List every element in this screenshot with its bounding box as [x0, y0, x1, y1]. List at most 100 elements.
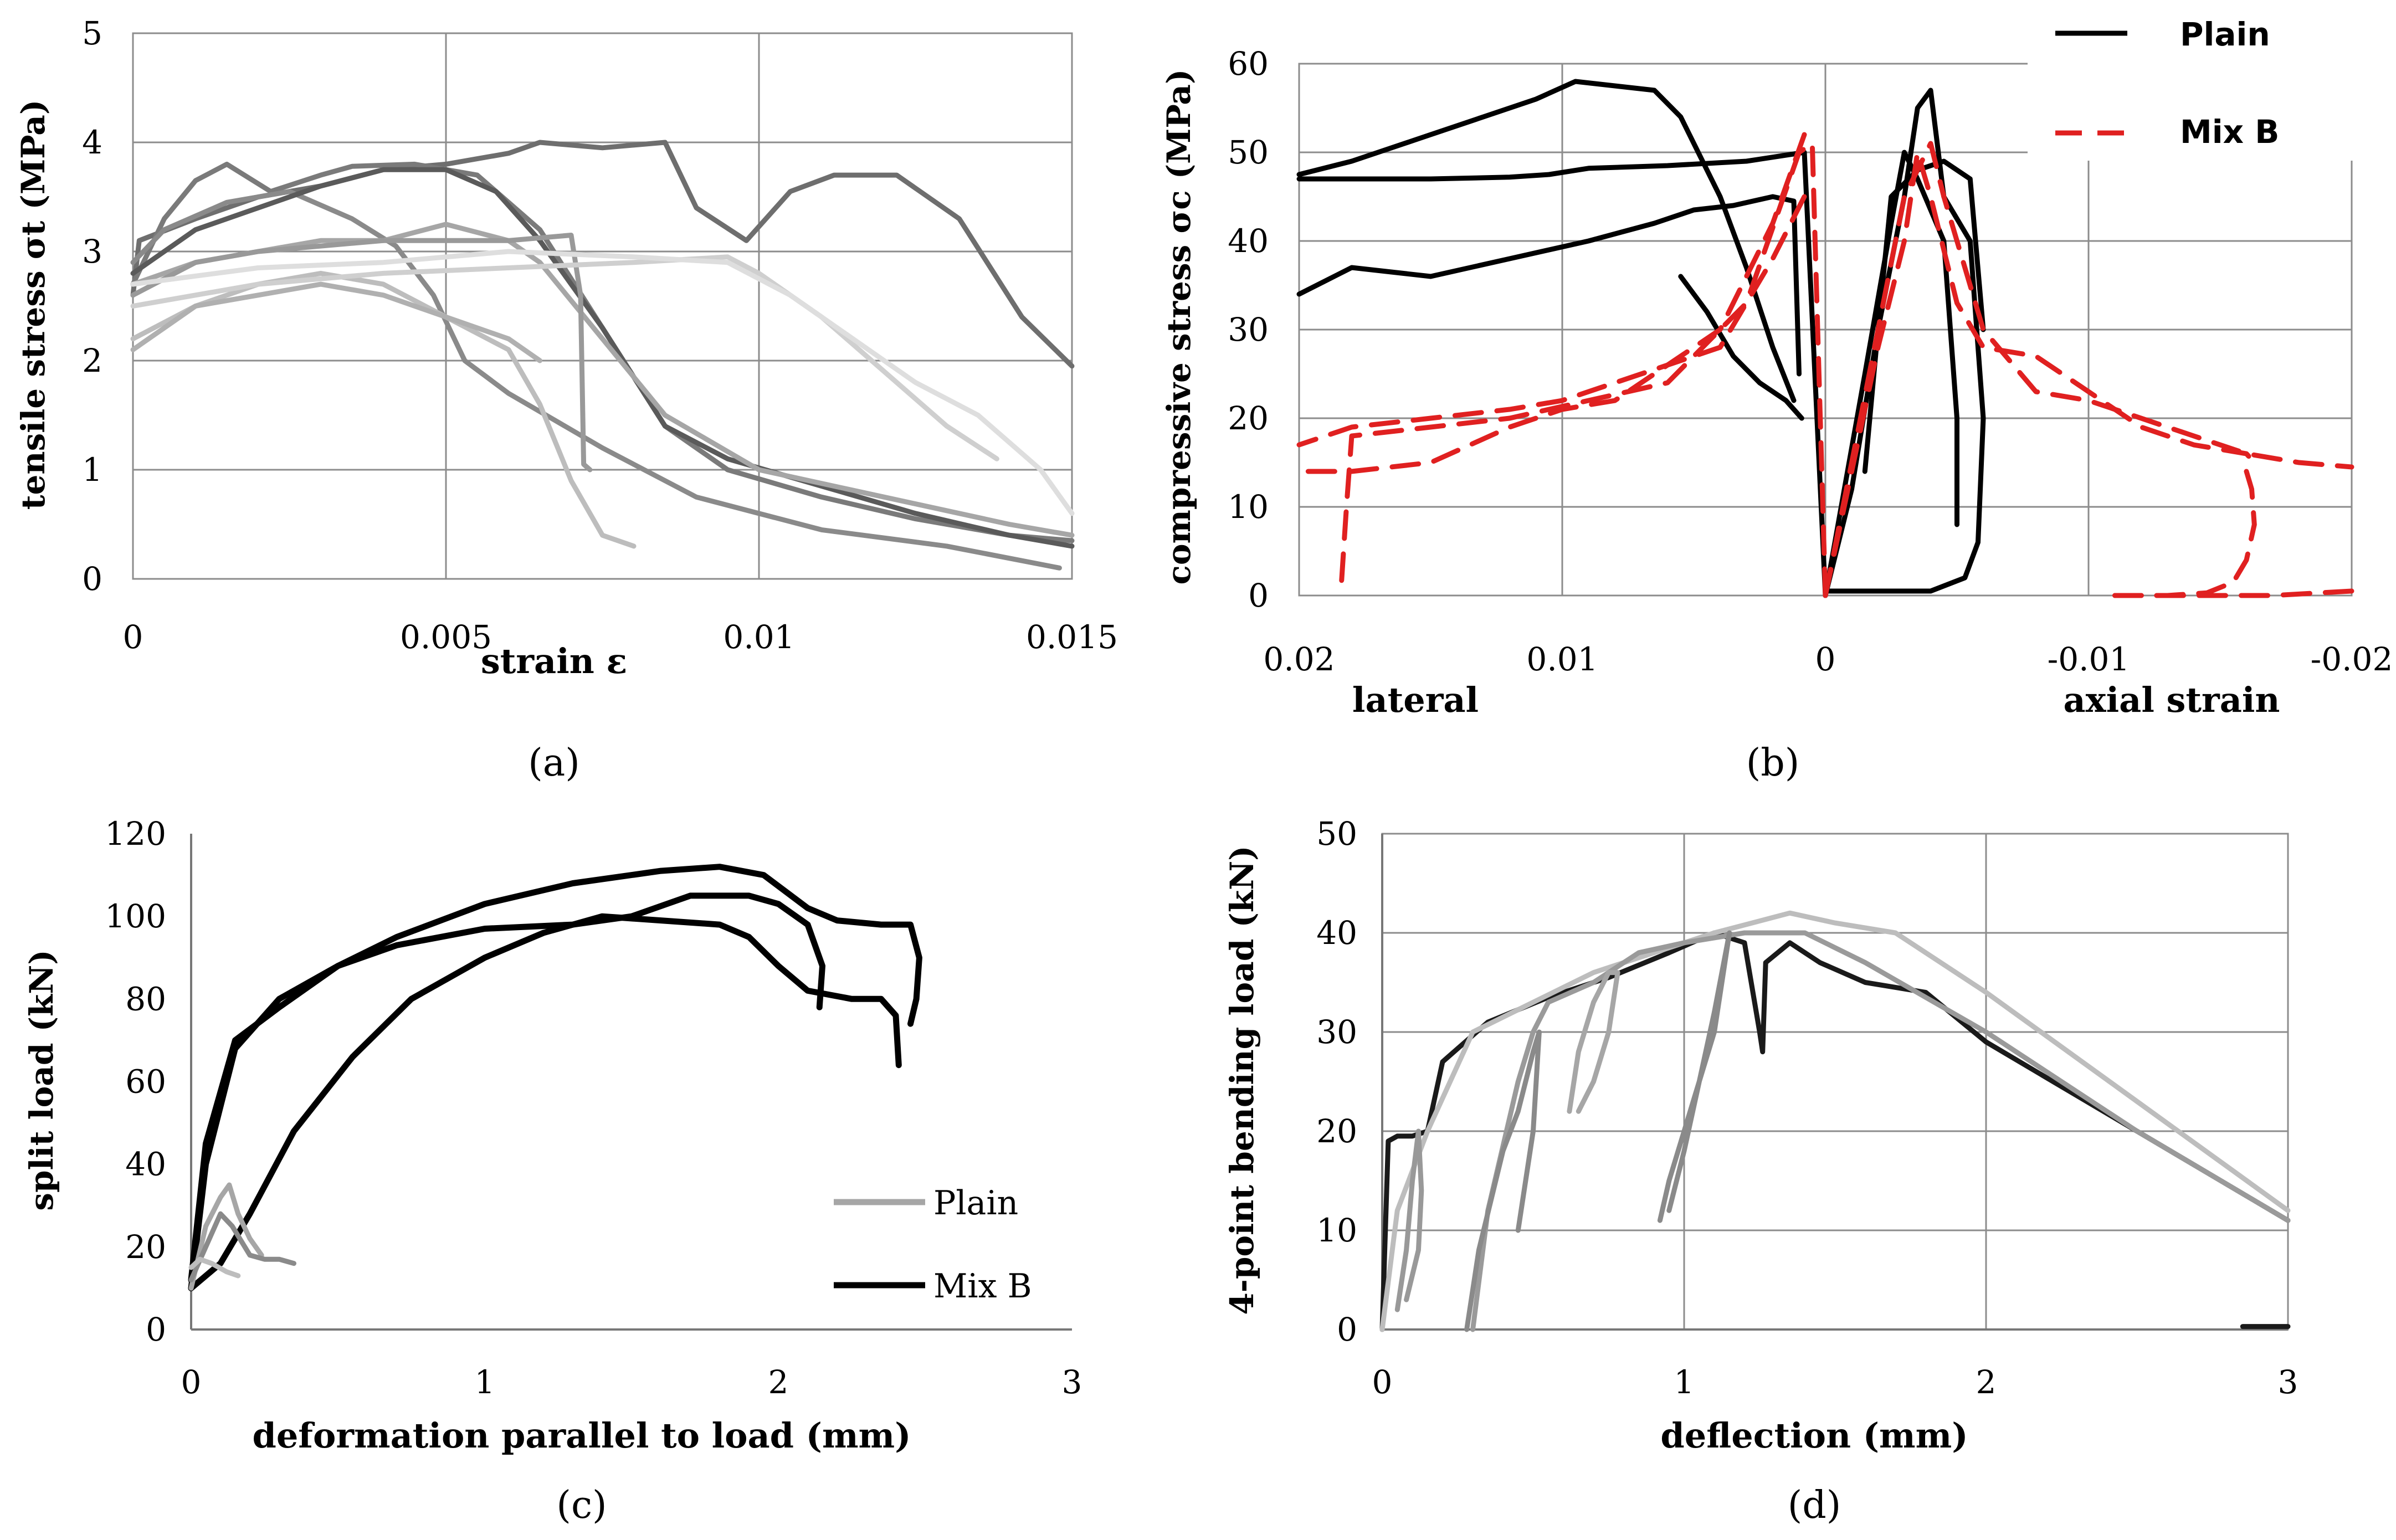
x-tick-label: -0.01: [2048, 640, 2130, 678]
series-line-specimen-3: [130, 189, 1062, 571]
series-line-grey-1: [1470, 930, 2291, 1332]
series-line-mix-b-axial-2: [1823, 141, 2354, 598]
y-tick-label: 100: [105, 897, 166, 935]
series-line-mix-b-2: [188, 892, 825, 1283]
y-tick-label: 20: [1228, 399, 1269, 437]
y-tick-label: 0: [146, 1311, 166, 1348]
plot-frame: [132, 32, 1073, 580]
x-axis-title: deflection (mm): [1660, 1415, 1968, 1456]
y-tick-label: 60: [125, 1063, 166, 1101]
x-axis-title: deformation parallel to load (mm): [253, 1415, 911, 1456]
series-line-specimen-5: [130, 222, 1075, 538]
y-tick-label: 10: [1316, 1212, 1357, 1249]
series-line-specimen-2: [130, 161, 1075, 543]
legend-background: [825, 1163, 1069, 1324]
legend-label-mixb: Mix B: [2180, 113, 2279, 151]
y-tick-label: 80: [125, 980, 166, 1018]
x-tick-label: 0: [181, 1363, 202, 1401]
series-line-mix-b-lateral-1: [1338, 141, 1828, 598]
legend: Plain Mix B: [825, 1163, 1069, 1324]
x-tick-label: 0: [1815, 640, 1836, 678]
chart-a: 0 0.005 0.01 0.015 0 1 2 3 4 5 tensile stress σt (…: [14, 14, 1118, 785]
series-line-plain-axial-1: [1823, 88, 1986, 598]
series-line-specimen-10: [130, 281, 542, 363]
y-tick-label: 2: [82, 342, 102, 379]
series-line-specimen-4: [130, 167, 1075, 549]
legend-label-plain: Plain: [2180, 16, 2270, 53]
y-tick-label: 50: [1228, 134, 1269, 171]
series-line-mix-b-1: [188, 864, 922, 1291]
panel-caption: (b): [1746, 741, 1800, 785]
x-tick-label: 0.015: [1026, 618, 1118, 656]
series-line-mix-b-lateral-3: [1296, 194, 1807, 448]
series-line-light-grey: [1379, 910, 2291, 1332]
x-tick-label: 0.01: [1526, 640, 1598, 678]
series-line-specimen-8: [130, 254, 999, 461]
y-tick-label: 4: [82, 124, 102, 161]
panel-caption: (d): [1788, 1483, 1841, 1527]
x-axis-title-lateral: lateral: [1352, 680, 1479, 720]
y-tick-label: 10: [1228, 488, 1269, 526]
series-line-mix-b-lateral-2: [1296, 132, 1807, 474]
y-tick-label: 30: [1228, 311, 1269, 348]
series-line-grey-4: [1657, 930, 1732, 1223]
x-axis-title-axial: axial strain: [2063, 680, 2280, 720]
x-axis-title: strain ε: [481, 641, 627, 681]
series-line-mix-b-axial-1: [1823, 150, 2257, 598]
chart-c: 0 1 2 3 0 20 40 60 80 100 120 split load (kN) deform…: [23, 815, 1082, 1527]
legend-background: [2028, 0, 2354, 161]
series-line-grey-3: [1567, 970, 1620, 1114]
panel-caption: (a): [528, 741, 580, 785]
y-tick-label: 0: [1337, 1311, 1357, 1348]
series-line-plain-2: [188, 1211, 296, 1282]
x-tick-label: 3: [1062, 1363, 1082, 1401]
series-line-plain-3: [188, 1256, 241, 1279]
y-tick-label: 40: [1228, 222, 1269, 260]
x-tick-label: 2: [1976, 1363, 1997, 1401]
y-tick-label: 20: [125, 1228, 166, 1266]
y-axis-title: compressive stress σc (MPa): [1160, 69, 1198, 585]
x-tick-label: 2: [768, 1363, 789, 1401]
series-line-plain-lateral-4: [1678, 274, 1804, 421]
y-tick-label: 60: [1228, 45, 1269, 83]
series-line-mix-b-axial-4: [2112, 588, 2354, 598]
legend-label-plain: Plain: [933, 1184, 1018, 1223]
series-line-mix-b-3: [188, 913, 902, 1291]
series-line-plain-lateral-1: [1296, 150, 1828, 598]
series-line-plain-lateral-3: [1296, 194, 1802, 377]
series-line-plain-1: [188, 1182, 264, 1291]
y-tick-label: 1: [82, 451, 102, 489]
y-tick-label: 0: [82, 560, 102, 598]
series-line-grey-2: [1464, 1029, 1542, 1332]
legend: Plain Mix B: [2028, 0, 2354, 161]
y-tick-label: 0: [1248, 577, 1269, 614]
y-tick-label: 120: [105, 815, 166, 853]
y-tick-label: 40: [125, 1146, 166, 1183]
y-axis-title: 4-point bending load (kN): [1223, 845, 1261, 1315]
x-tick-label: -0.02: [2311, 640, 2393, 678]
y-axis-title: tensile stress σt (MPa): [14, 100, 52, 510]
x-tick-label: 1: [1674, 1363, 1695, 1401]
y-tick-label: 3: [82, 233, 102, 270]
y-tick-label: 5: [82, 14, 102, 52]
series-line-grey-5: [1394, 1128, 1424, 1312]
x-tick-label: 0.02: [1263, 640, 1335, 678]
y-tick-label: 30: [1316, 1013, 1357, 1051]
x-tick-label: 0: [123, 618, 143, 656]
legend-label-mixb: Mix B: [933, 1267, 1032, 1306]
y-tick-label: 40: [1316, 914, 1357, 952]
series-line-mix-b-axial-3: [2112, 469, 2257, 598]
y-tick-label: 50: [1316, 815, 1357, 853]
y-tick-label: 20: [1316, 1112, 1357, 1150]
x-tick-label: 0.01: [723, 618, 794, 656]
series-line-specimen-7: [130, 270, 637, 549]
panel-caption: (c): [556, 1483, 607, 1527]
series-line-specimen-6: [130, 233, 593, 473]
series-line-plain-lateral-2: [1296, 79, 1797, 403]
chart-b: 0.02 0.01 0 -0.01 -0.02 0 10 20 30 40 50 60 compress…: [1160, 0, 2393, 785]
x-tick-label: 0.005: [400, 618, 492, 656]
x-tick-label: 0: [1372, 1363, 1393, 1401]
x-tick-label: 3: [2278, 1363, 2298, 1401]
